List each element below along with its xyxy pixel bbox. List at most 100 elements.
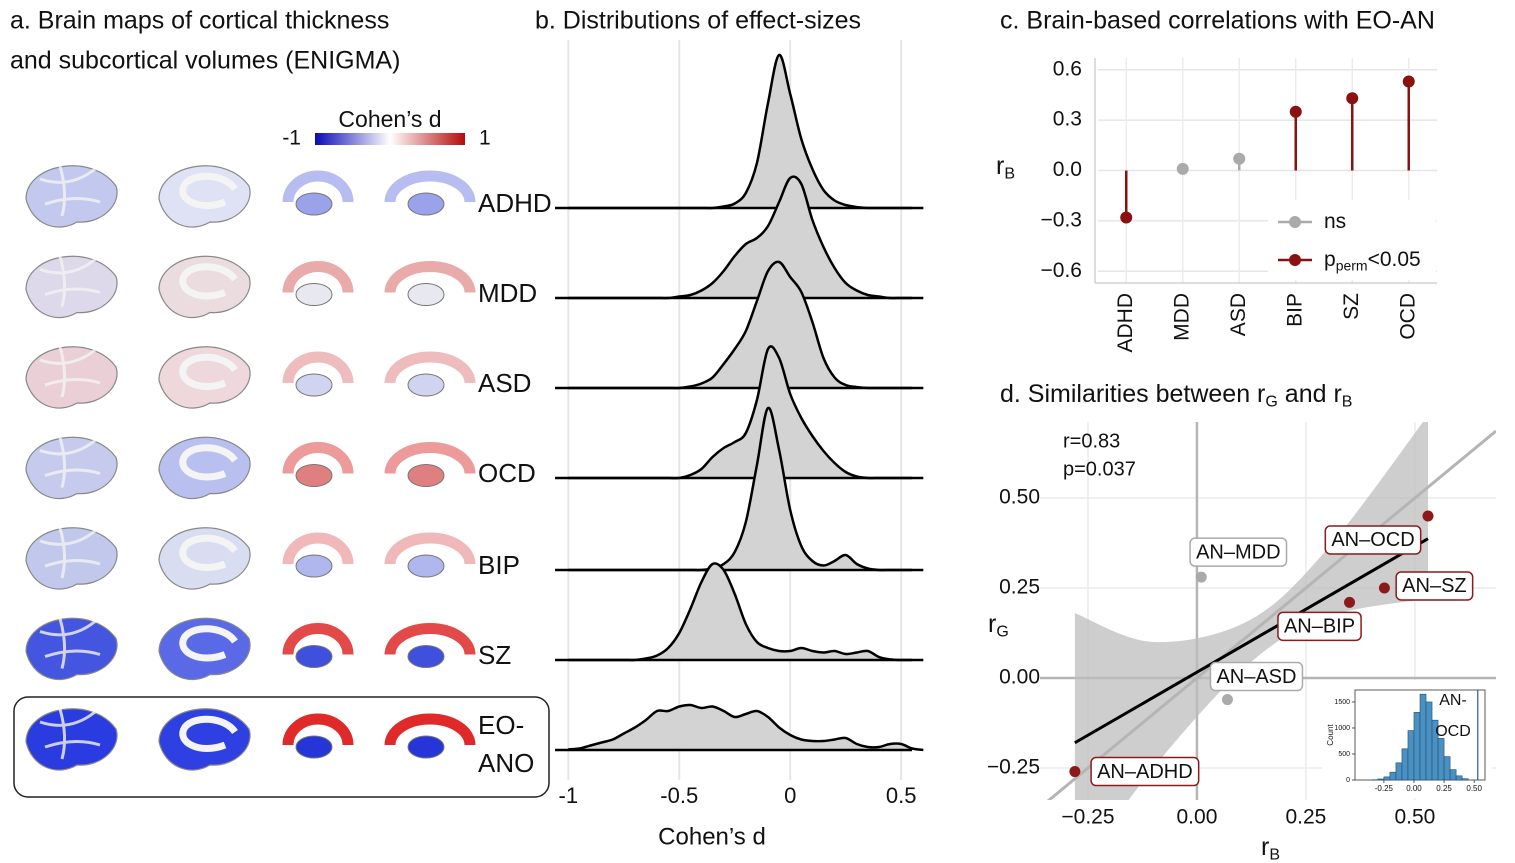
colorbar-label: Cohen’s d [338, 106, 441, 132]
subcortical-blob [407, 283, 445, 306]
legend-background [1268, 200, 1436, 280]
brain-lateral [25, 708, 118, 771]
brain-lateral [25, 617, 118, 681]
histogram-bar [1395, 762, 1403, 781]
colorbar [315, 133, 465, 145]
ridge-area [568, 261, 924, 389]
y-tick-label: −0.6 [1041, 259, 1082, 282]
subcortical-blob [407, 464, 445, 487]
text-part: p [1324, 248, 1336, 271]
panel-title: d. Similarities between rG and rB [1000, 380, 1352, 411]
histogram-bar [1455, 775, 1463, 781]
legend-dot [1289, 254, 1301, 266]
lollipop-dot [1289, 105, 1302, 118]
text-part: G [996, 624, 1008, 641]
row-label: OCD [478, 458, 536, 488]
text-part: <0.05 [1368, 248, 1421, 271]
histogram-bar [1383, 776, 1391, 781]
text-part: r [988, 610, 996, 638]
x-tick-label: -0.25 [1375, 784, 1394, 793]
brain-sulcus [39, 346, 101, 398]
subcortical-arch [282, 442, 354, 474]
subcortical-arch [384, 623, 476, 655]
point-label-box [1324, 525, 1422, 555]
brain-medial-inner [179, 625, 238, 662]
ridge-area [568, 176, 924, 299]
panel-title: a. Brain maps of cortical thickness [10, 7, 389, 35]
x-tick-label: BIP [1283, 293, 1306, 327]
point-label-box [1277, 611, 1362, 642]
brain-medial-inner [179, 715, 238, 752]
colorbar-tick-label: -1 [282, 127, 301, 150]
histogram-bar [1389, 771, 1397, 781]
inset-annotation: AN- [1439, 692, 1467, 709]
annotation: r=0.83 [1063, 430, 1120, 452]
legend-label: pperm<0.05 [1324, 248, 1421, 273]
ridge-line [568, 345, 924, 480]
subcortical-arch [282, 261, 354, 293]
histogram-bar [1461, 778, 1469, 781]
lollipop-dot [1233, 152, 1246, 165]
histogram-bar [1401, 748, 1409, 781]
subcortical-arch [384, 261, 476, 293]
y-tick-label: 0.25 [999, 576, 1040, 599]
point-label-box [1395, 571, 1474, 601]
ridge-area [568, 563, 924, 661]
row-label: EO- [478, 710, 524, 740]
subcortical-arch [384, 532, 476, 565]
x-tick-label: 0.00 [1177, 806, 1218, 829]
y-tick-label: 1000 [1334, 725, 1350, 732]
y-tick-label: 0.00 [999, 666, 1040, 689]
text-part: ns [1324, 210, 1346, 233]
lollipop-dot [1346, 92, 1359, 105]
point-label-box [1209, 661, 1304, 692]
subcortical-arch [282, 170, 354, 203]
subcortical-arch [282, 532, 354, 565]
brain-sulcus [39, 437, 101, 488]
row-label: MDD [478, 278, 537, 308]
row-label: ASD [478, 368, 531, 398]
brain-medial-inner [179, 444, 238, 481]
brain-sulcus [39, 618, 101, 669]
x-tick-label: SZ [1340, 293, 1363, 320]
row-label: BIP [478, 550, 520, 580]
x-tick-label: 0.25 [1285, 806, 1326, 829]
ridge-line [568, 53, 924, 210]
ridge-line [568, 406, 924, 572]
point [1069, 766, 1081, 778]
point [1378, 582, 1390, 594]
fit-line [1074, 537, 1429, 745]
text-part: perm [1336, 257, 1368, 273]
y-tick-label: 0 [1346, 777, 1350, 784]
y-tick-label: 0.0 [1053, 158, 1082, 181]
row-label: ANO [478, 748, 534, 778]
histogram-bar [1419, 693, 1427, 781]
point-label-box [1090, 756, 1200, 787]
point-label: AN–MDD [1196, 541, 1280, 563]
ridge-area [568, 407, 924, 571]
colorbar-tick-label: 1 [479, 127, 491, 150]
histogram-bar [1425, 701, 1433, 781]
x-tick-label: OCD [1396, 293, 1419, 340]
x-axis-label: Cohen’s d [658, 823, 766, 850]
subcortical-arch [282, 351, 354, 384]
y-tick-label: −0.3 [1041, 208, 1082, 231]
lollipop-dot [1402, 75, 1415, 88]
x-tick-label: 0.50 [1466, 784, 1482, 793]
subcortical-arch [384, 351, 476, 384]
point-label: AN–ADHD [1097, 761, 1193, 783]
point-label: AN–SZ [1402, 575, 1466, 597]
x-axis-label: rB [1261, 833, 1280, 863]
x-tick-label: 0.5 [886, 783, 917, 808]
x-tick-label: 0.25 [1436, 784, 1452, 793]
point-label-box [1189, 537, 1288, 567]
subcortical-blob [295, 192, 333, 216]
x-tick-label: MDD [1170, 293, 1193, 341]
brain-medial-inner [179, 534, 238, 571]
ridge-line [568, 562, 924, 662]
y-axis-label: rB [996, 152, 1015, 183]
x-tick-label: ASD [1227, 293, 1250, 336]
subcortical-blob [295, 464, 333, 487]
subcortical-arch [282, 623, 354, 655]
